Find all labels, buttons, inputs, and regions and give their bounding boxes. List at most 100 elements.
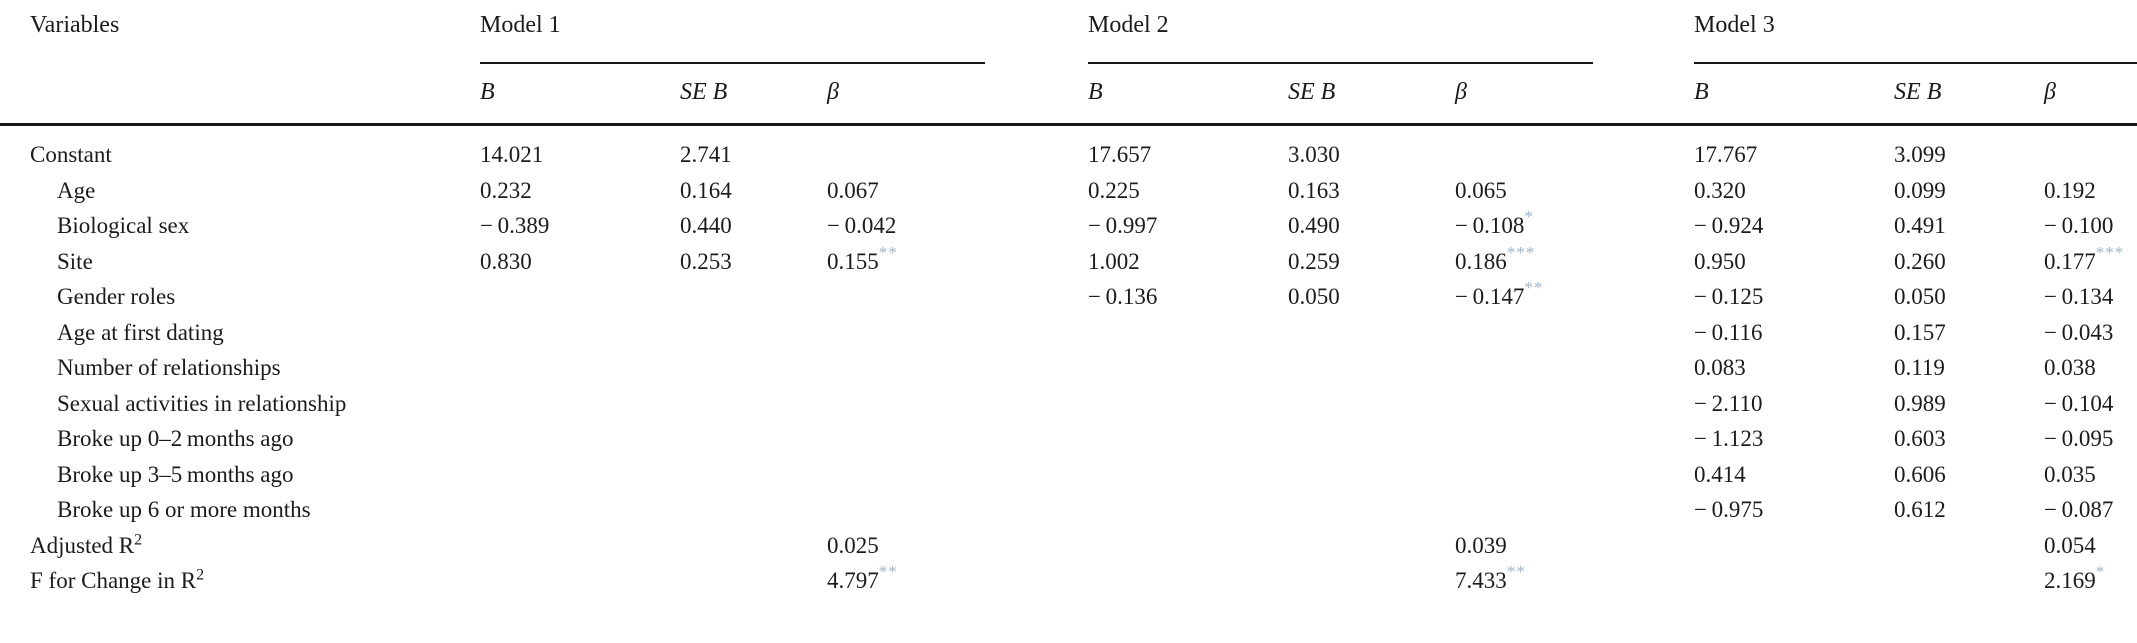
value-cell: [680, 457, 827, 493]
value-cell: 0.099: [1894, 177, 1946, 203]
value-cell: − 0.997: [1088, 213, 1158, 238]
value-cell: [680, 492, 827, 528]
value-cell: [1288, 457, 1455, 493]
table-body: Constant 14.021 2.741 17.657 3.030 17.767 3.09…: [0, 125, 2137, 643]
table-row: Number of relationships 0.083 0.119 0.038: [0, 350, 2137, 386]
value-cell: [1455, 125, 1694, 173]
value-cell: [680, 315, 827, 351]
value-cell: − 0.134: [2044, 284, 2114, 309]
value-cell: 4.797**: [827, 562, 1089, 643]
value-cell: [1288, 492, 1455, 528]
value-cell: 0.320: [1694, 177, 1746, 203]
value-cell: 0.050: [1288, 284, 1340, 309]
value-cell: 0.054: [2044, 532, 2096, 558]
model2-rule: [1088, 62, 1594, 64]
value-cell: [1288, 421, 1455, 457]
model-header-row: Variables Model 1 Model 2 Model 3: [0, 0, 2137, 64]
value-cell: [680, 386, 827, 422]
value-cell: − 0.087: [2044, 497, 2114, 522]
value-cell: [1455, 350, 1694, 386]
value-cell: − 0.116: [1694, 319, 1763, 345]
value-cell: [1088, 350, 1288, 386]
value-cell: − 0.975: [1694, 497, 1764, 522]
model2-col-beta: β: [1455, 64, 1695, 126]
model2-col-seb: SE B: [1288, 64, 1456, 126]
value-cell: [827, 457, 1088, 493]
model2-header: Model 2: [1088, 0, 1694, 64]
stat-header-row: B SE B β B SE B β B SE B β: [0, 64, 2137, 126]
model1-col-seb: SE B: [680, 64, 827, 126]
value-cell: [827, 421, 1088, 457]
model2-label: Model 2: [1088, 12, 1169, 38]
significance-asterisks: **: [878, 562, 898, 582]
value-cell: [1455, 315, 1694, 351]
value-cell: − 0.042: [827, 213, 897, 238]
row-label: Age at first dating: [57, 319, 224, 345]
significance-asterisks: ***: [1506, 242, 1536, 262]
value-cell: 0.603: [1894, 426, 1946, 451]
significance-asterisks: **: [1524, 278, 1544, 298]
value-cell: 3.099: [1894, 142, 1946, 167]
table-row: Broke up 6 or more months − 0.975 0.612 − 0…: [0, 492, 2137, 528]
row-label: Broke up 0–2 months ago: [57, 426, 294, 451]
value-cell: [680, 563, 827, 643]
value-cell: [827, 386, 1088, 422]
value-cell: − 0.095: [2044, 426, 2114, 451]
model1-rule: [480, 62, 985, 64]
value-cell: [1455, 386, 1694, 422]
value-cell: 0.038: [2044, 355, 2096, 380]
model2-col-b: B: [1088, 64, 1289, 126]
value-cell: 0.050: [1894, 284, 1946, 309]
value-cell: [480, 315, 680, 351]
value-cell: − 1.123: [1694, 426, 1764, 451]
value-cell: − 0.043: [2044, 319, 2114, 345]
value-cell: [1088, 421, 1288, 457]
value-cell: 0.065: [1455, 177, 1507, 203]
value-cell: 0.232: [480, 177, 532, 203]
table-row: Broke up 3–5 months ago 0.414 0.606 0.035: [0, 457, 2137, 493]
model3-header: Model 3: [1694, 0, 2137, 64]
table-row: Biological sex − 0.389 0.440 − 0.042 − 0.997…: [0, 208, 2137, 244]
significance-asterisks: **: [1506, 562, 1526, 582]
row-label: Sexual activities in relationship: [57, 390, 347, 416]
value-cell: [1088, 386, 1288, 422]
model3-col-b: B: [1694, 64, 1895, 126]
model3-label: Model 3: [1694, 12, 1775, 38]
value-cell: [827, 125, 1088, 173]
value-cell: 0.186***: [1455, 242, 1536, 274]
value-cell: [1288, 386, 1455, 422]
value-cell: [827, 279, 1088, 315]
value-cell: 0.440: [680, 213, 732, 238]
table-row: Age at first dating − 0.116 0.157 − 0.043: [0, 315, 2137, 351]
value-cell: [2044, 125, 2137, 173]
value-cell: [1088, 528, 1288, 564]
value-cell: 0.606: [1894, 461, 1946, 487]
value-cell: [480, 457, 680, 493]
row-label: Number of relationships: [57, 355, 281, 380]
value-cell: [1088, 315, 1288, 351]
model1-col-b: B: [480, 64, 680, 126]
row-label: Broke up 3–5 months ago: [57, 461, 294, 487]
value-cell: 0.163: [1288, 177, 1340, 203]
value-cell: [1088, 457, 1288, 493]
model3-col-beta: β: [2044, 64, 2137, 126]
value-cell: 0.025: [827, 532, 879, 558]
value-cell: − 0.125: [1694, 284, 1764, 309]
value-cell: − 2.110: [1694, 390, 1763, 416]
value-cell: 2.169*: [2044, 563, 2137, 643]
value-cell: 0.039: [1455, 532, 1507, 558]
value-cell: [1455, 421, 1694, 457]
value-cell: 0.067: [827, 177, 879, 203]
model1-label: Model 1: [480, 12, 561, 38]
model3-rule: [1694, 62, 2137, 64]
value-cell: − 0.100: [2044, 213, 2114, 238]
row-label: Biological sex: [57, 213, 190, 238]
value-cell: − 0.924: [1694, 213, 1764, 238]
value-cell: 0.083: [1694, 355, 1746, 380]
value-cell: 0.491: [1894, 213, 1946, 238]
value-cell: 0.830: [480, 248, 532, 274]
value-cell: [1894, 528, 2044, 564]
value-cell: − 0.108*: [1455, 207, 1534, 238]
